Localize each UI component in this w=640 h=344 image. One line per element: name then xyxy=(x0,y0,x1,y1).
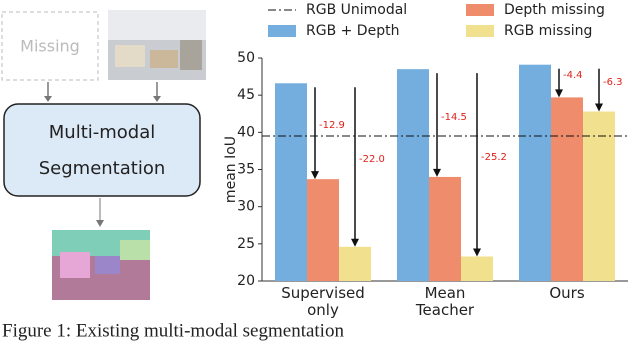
legend-swatch xyxy=(466,25,494,37)
bar xyxy=(551,97,583,281)
drop-arrowhead xyxy=(555,89,563,98)
model-box xyxy=(3,103,201,197)
y-tick-label: 30 xyxy=(237,199,255,215)
bar xyxy=(339,246,371,281)
missing-label: Missing xyxy=(20,37,80,56)
drop-arrowhead xyxy=(311,171,319,180)
legend-label: RGB missing xyxy=(504,23,592,39)
model-label: Multi-modal xyxy=(49,122,156,143)
y-tick-label: 40 xyxy=(237,124,255,140)
y-tick-label: 35 xyxy=(237,162,255,178)
legend-swatch xyxy=(268,25,296,37)
bar xyxy=(429,176,461,281)
y-axis-label: mean IoU xyxy=(223,136,239,203)
y-tick-label: 45 xyxy=(237,87,255,103)
bar xyxy=(307,179,339,281)
y-tick-label: 25 xyxy=(237,236,255,252)
y-tick-label: 50 xyxy=(237,50,255,66)
drop-label: -4.4 xyxy=(563,70,583,81)
drop-label: -14.5 xyxy=(441,112,467,123)
legend-label: RGB + Depth xyxy=(306,23,399,39)
y-tick-label: 20 xyxy=(237,273,255,289)
bar xyxy=(519,64,551,281)
x-tick-label: Supervised only xyxy=(281,284,365,319)
caption: Figure 1: Existing multi-modal segmentat… xyxy=(2,320,344,341)
drop-label: -22.0 xyxy=(359,154,385,165)
bar xyxy=(583,111,615,282)
bar xyxy=(397,69,429,282)
drop-arrowhead xyxy=(433,168,441,177)
drop-arrowhead xyxy=(351,238,359,247)
legend-label: Depth missing xyxy=(504,2,605,18)
drop-label: -12.9 xyxy=(319,120,345,131)
segmentation-image xyxy=(52,230,150,300)
rgb-image xyxy=(108,10,206,80)
arrowhead xyxy=(96,220,104,227)
legend-swatch xyxy=(466,4,494,16)
x-tick-label: Ours xyxy=(549,284,584,302)
bar xyxy=(275,83,307,281)
arrowhead xyxy=(44,96,52,102)
legend-label: RGB Unimodal xyxy=(306,2,407,18)
drop-arrowhead xyxy=(595,103,603,112)
missing-box xyxy=(1,11,99,81)
drop-label: -25.2 xyxy=(481,152,507,163)
drop-arrowhead xyxy=(473,248,481,257)
x-tick-label: Mean Teacher xyxy=(415,284,475,319)
arrowhead xyxy=(153,96,161,102)
drop-label: -6.3 xyxy=(603,77,623,88)
bar xyxy=(461,256,493,281)
model-label: Segmentation xyxy=(39,158,166,179)
